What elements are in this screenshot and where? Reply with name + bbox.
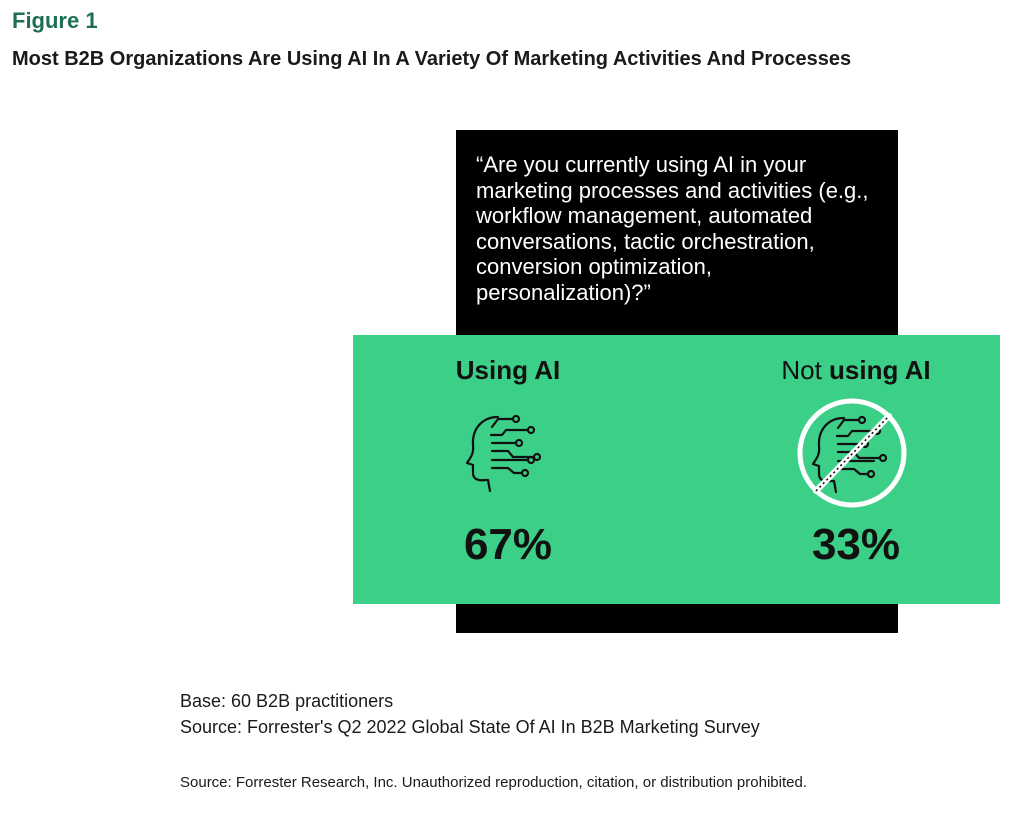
base-note: Base: 60 B2B practitioners (180, 691, 394, 711)
not-using-ai-column: Not using AI (736, 355, 976, 389)
survey-question: “Are you currently using AI in your mark… (476, 152, 869, 305)
not-using-prefix: Not (781, 355, 830, 385)
figure-label: Figure 1 (12, 8, 98, 33)
using-ai-label: Using AI (455, 355, 561, 385)
copyright-note: Source: Forrester Research, Inc. Unautho… (180, 774, 807, 791)
results-band (353, 335, 1000, 604)
using-ai-percentage: 67% (463, 520, 553, 569)
source-note: Source: Forrester's Q2 2022 Global State… (180, 717, 760, 737)
not-using-ai-label: Not using AI (736, 355, 976, 389)
using-ai-column: Using AI (388, 355, 628, 389)
ai-head-prohibited-icon (797, 398, 907, 508)
ai-head-icon (465, 414, 542, 493)
not-using-ai-percentage: 33% (811, 520, 901, 569)
figure-title: Most B2B Organizations Are Using AI In A… (12, 48, 852, 70)
footnotes: Base: 60 B2B practitioners Source: Forre… (180, 688, 760, 740)
not-using-bold: using AI (829, 355, 931, 385)
